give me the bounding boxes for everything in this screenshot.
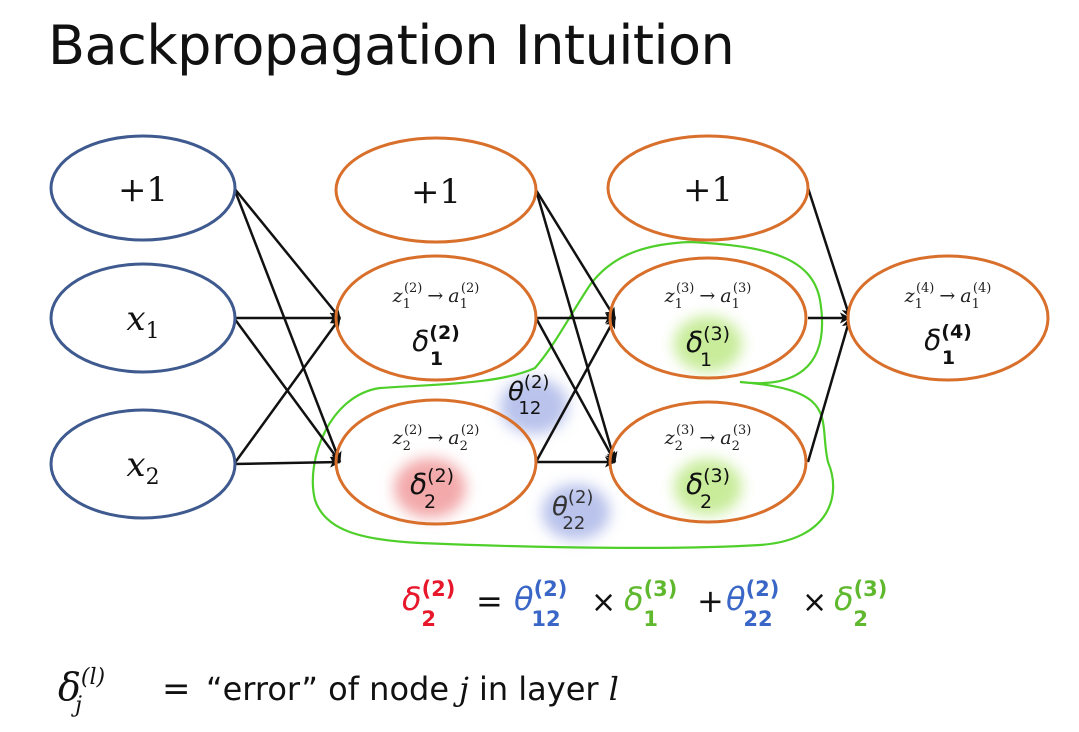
blob-theta-22 [542,484,610,540]
slide-title: Backpropagation Intuition [48,14,735,77]
formula-theta-22: θ(2) 22 [726,577,779,631]
blob-delta-2-2 [394,458,466,518]
edge-h32-to-out [806,317,853,463]
input-layer: +1 x1 x2 [49,134,237,520]
edge-h22-to-h31 [534,317,617,463]
edge-x2-to-h21 [232,317,342,465]
node-h31 [608,256,808,380]
node-hidden2-bias-label: +1 [411,172,461,212]
node-h21-delta: δ(2) 1 [412,322,460,370]
node-output-delta: δ(4) 1 [924,321,972,369]
definition-symbol: δ(l) j [58,665,105,718]
edge-h3bias-to-out [806,187,853,319]
blob-delta-3-1 [674,316,742,372]
node-x2-label: x2 [126,445,159,490]
node-input-bias [49,134,237,242]
highlight-blobs [394,316,742,540]
edge-in-bias-to-h21 [233,187,341,319]
edge-x2-to-h22 [233,456,341,468]
connections [232,187,853,468]
formula-plus: + [697,582,724,620]
node-hidden3-bias [606,134,810,242]
formula-theta-12: θ(2) 12 [514,577,567,631]
definition-text: “error” of node j in layer l [206,670,619,708]
node-output-activation: z1(4) → a1(4) [904,281,992,312]
formula-delta-3-1: δ(3) 1 [624,577,677,631]
node-h22-delta: δ(2) 2 [410,465,454,513]
node-h21-activation: z1(2) → a1(2) [392,281,480,312]
node-hidden2-bias [334,136,538,244]
formula-delta-3-2: δ(3) 2 [834,577,887,631]
node-h21 [334,254,538,382]
highlight-curve [311,240,835,549]
hidden-layer-3: +1 z1(3) → a1(3) δ(3) 1 z2(3) → a2(3) δ(3) 2 [606,134,810,524]
definition-equals: = [162,669,191,709]
node-h31-delta: δ(3) 1 [686,323,730,371]
formula-equals: = [476,582,503,620]
weight-theta-12: θ(2) 12 [508,372,549,419]
formula-times-1: × [591,585,616,620]
node-x1 [49,262,237,374]
node-h31-activation: z1(3) → a1(3) [664,281,752,312]
weight-theta-22: θ(2) 22 [552,487,593,534]
node-h32 [608,400,808,524]
delta-formula: δ(2) 2 = θ(2) 12 × δ(3) 1 + θ(2) 22 × δ(3) 2 [402,577,887,631]
blob-delta-3-2 [674,459,742,515]
node-output [846,254,1050,382]
blob-theta-12 [500,378,568,434]
node-hidden3-bias-label: +1 [683,170,733,210]
node-x1-label: x1 [126,299,159,344]
output-layer: z1(4) → a1(4) δ(4) 1 [846,254,1050,382]
edge-in-bias-to-h22 [232,187,342,463]
delta-definition: δ(l) j = “error” of node j in layer l [58,665,619,718]
node-h22 [334,398,538,526]
node-h22-activation: z2(2) → a2(2) [392,423,480,454]
formula-times-2: × [802,585,827,620]
edge-h2bias-to-h31 [534,189,617,319]
node-h32-delta: δ(3) 2 [686,465,730,513]
node-h32-activation: z2(3) → a2(3) [664,423,752,454]
node-input-bias-label: +1 [118,170,168,210]
formula-lhs: δ(2) 2 [402,577,455,631]
hidden-layer-2: +1 z1(2) → a1(2) δ(2) 1 z2(2) → a2(2) δ(2) 2 [334,136,538,526]
node-x2 [49,408,237,520]
edge-h2bias-to-h32 [534,189,618,463]
weight-labels: θ(2) 12 θ(2) 22 [508,372,593,534]
